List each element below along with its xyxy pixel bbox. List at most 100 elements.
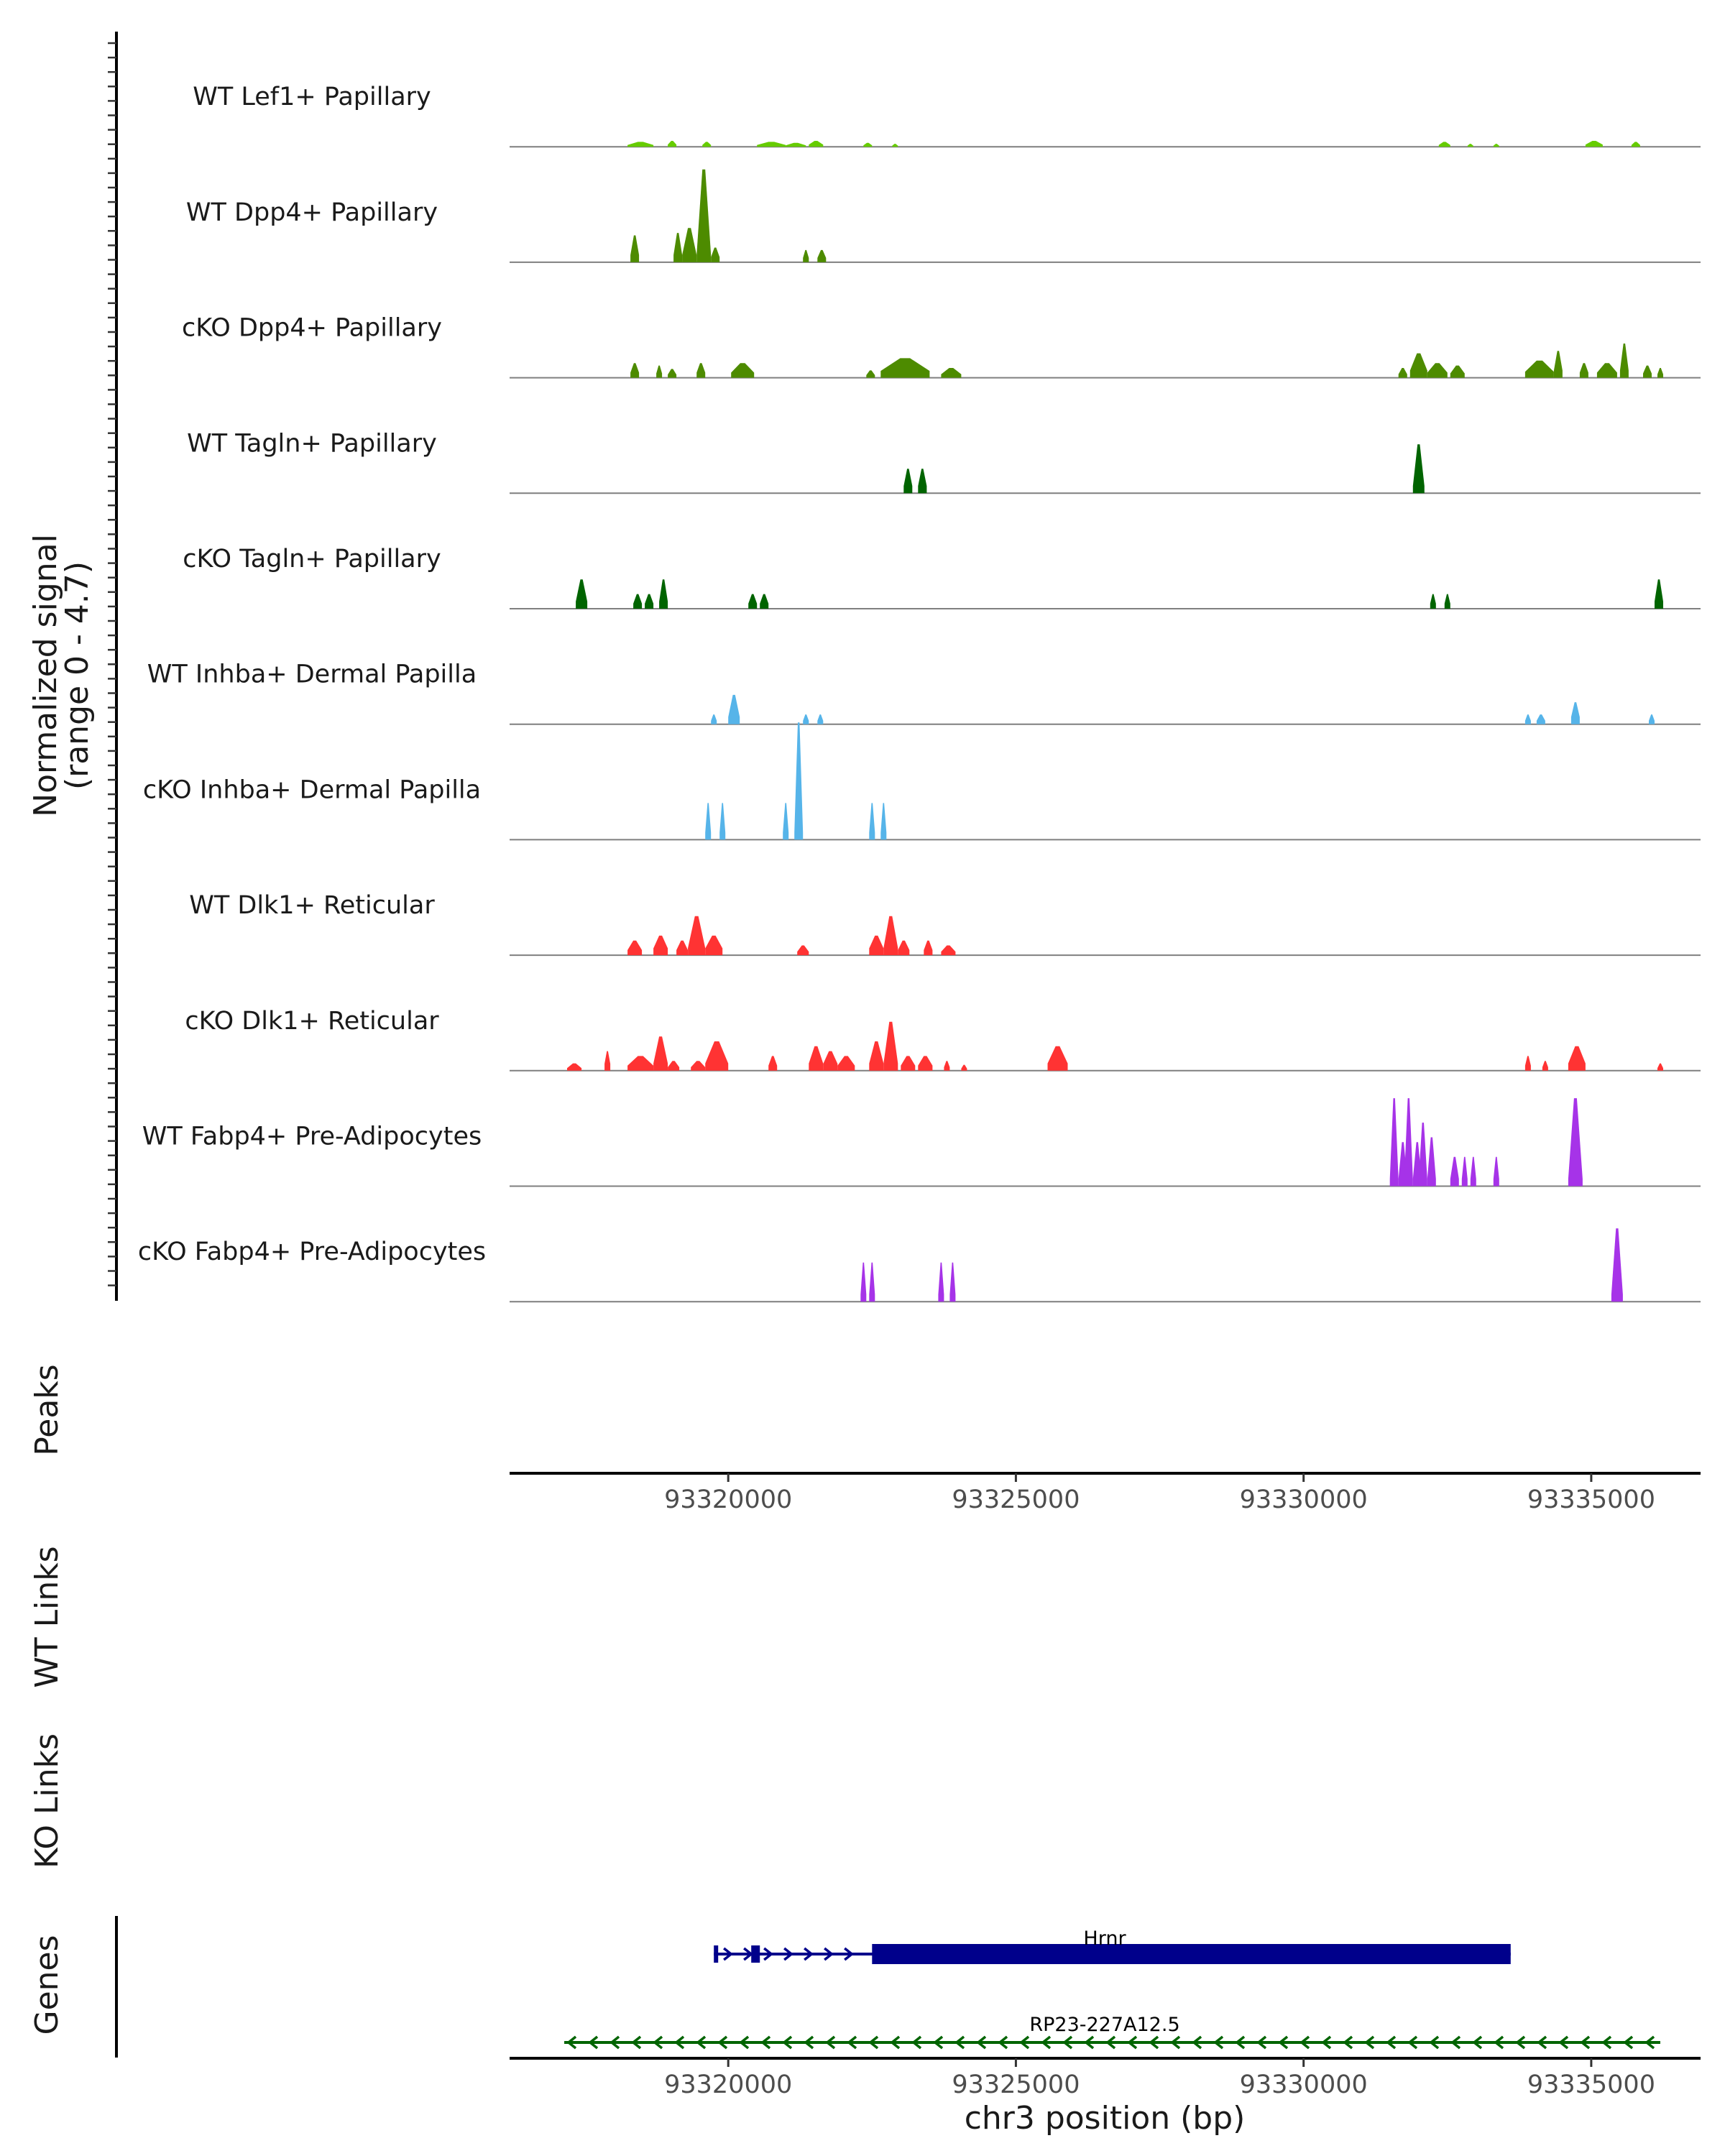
- coverage-track: cKO Dlk1+ Reticular: [185, 1007, 1701, 1072]
- strand-arrow: [696, 2035, 707, 2050]
- strand-arrow: [1041, 2035, 1052, 2050]
- signal-peak: [705, 1041, 729, 1071]
- strand-arrow: [1601, 2035, 1612, 2050]
- signal-peak: [645, 594, 654, 609]
- signal-peak: [728, 694, 740, 724]
- signal-peak: [688, 916, 706, 956]
- signal-peak: [903, 469, 913, 494]
- signal-peak: [837, 1056, 855, 1071]
- strand-arrow: [1558, 2035, 1569, 2050]
- signal-peak: [1467, 144, 1473, 147]
- strand-arrow: [1192, 2035, 1202, 2050]
- signal-peak: [869, 1262, 875, 1302]
- strand-arrow: [1300, 2035, 1310, 2050]
- signal-peak: [633, 594, 643, 609]
- strand-arrow: [1472, 2035, 1483, 2050]
- signal-peak: [1524, 714, 1531, 724]
- coverage-track: cKO Fabp4+ Pre-Adipocytes: [138, 1228, 1701, 1303]
- strand-arrow: [1364, 2035, 1375, 2050]
- signal-peak: [1398, 368, 1407, 378]
- strand-arrow: [1537, 2035, 1547, 2050]
- x-tick-label: 93330000: [1240, 2070, 1368, 2099]
- signal-peak: [944, 1061, 950, 1071]
- strand-arrow: [1019, 2035, 1030, 2050]
- signal-peak: [1450, 1156, 1459, 1187]
- strand-arrow: [1127, 2035, 1138, 2050]
- strand-arrow: [743, 1947, 753, 1961]
- signal-peak: [1461, 1156, 1468, 1187]
- signal-peak: [809, 141, 824, 147]
- signal-peak: [696, 169, 712, 262]
- signal-peak: [627, 1056, 654, 1071]
- signal-peak: [659, 579, 668, 609]
- signal-peak: [883, 916, 898, 956]
- signal-peak: [869, 1041, 884, 1071]
- strand-arrow: [674, 2035, 685, 2050]
- signal-peak: [1568, 1098, 1583, 1187]
- signal-peak: [705, 935, 723, 956]
- strand-arrow: [868, 2035, 879, 2050]
- strand-arrow: [1580, 2035, 1591, 2050]
- signal-peak: [1643, 365, 1652, 378]
- strand-arrow: [610, 2035, 620, 2050]
- strand-arrow: [1213, 2035, 1224, 2050]
- signal-peak: [731, 363, 755, 378]
- strand-arrow: [1235, 2035, 1246, 2050]
- strand-arrow: [804, 2035, 814, 2050]
- coverage-track: cKO Inhba+ Dermal Papilla: [143, 722, 1701, 841]
- signal-peak: [860, 1262, 867, 1302]
- signal-peak: [1657, 1063, 1663, 1071]
- signal-peak: [653, 935, 668, 956]
- signal-peak: [668, 141, 677, 147]
- signal-peak: [711, 247, 720, 262]
- track-label: WT Lef1+ Papillary: [193, 83, 431, 111]
- signal-peak: [892, 144, 898, 147]
- signal-peak: [711, 714, 717, 724]
- gene-models: Hrnr RP23-227A12.5: [564, 1927, 1660, 2050]
- strand-arrow: [1149, 2035, 1159, 2050]
- peaks-panel-label: Peaks: [29, 1364, 65, 1455]
- strand-arrow: [825, 2035, 836, 2050]
- signal-peak: [866, 370, 875, 378]
- signal-peak: [880, 803, 887, 840]
- x-tick-label: 93325000: [952, 2070, 1080, 2099]
- signal-peak: [809, 1046, 824, 1071]
- signal-peak: [1611, 1228, 1623, 1302]
- genes-x-axis: 93320000 93325000 93330000 93335000: [510, 2057, 1701, 2099]
- coverage-track: WT Tagln+ Papillary: [187, 429, 1701, 494]
- signal-peak: [1570, 702, 1580, 724]
- signal-peak: [941, 945, 956, 956]
- coverage-track: WT Lef1+ Papillary: [193, 83, 1701, 148]
- track-label: WT Inhba+ Dermal Papilla: [147, 660, 477, 689]
- track-label: cKO Tagln+ Papillary: [183, 545, 441, 573]
- signal-peak: [757, 142, 786, 147]
- signal-peak: [883, 1021, 898, 1071]
- signal-peak: [794, 722, 804, 840]
- strand-arrow: [804, 1947, 814, 1961]
- strand-arrow: [717, 2035, 728, 2050]
- signal-peak: [1409, 353, 1427, 378]
- strand-arrow: [1256, 2035, 1267, 2050]
- signal-peak: [961, 1064, 967, 1071]
- signal-peak: [1047, 1046, 1068, 1071]
- strand-arrow: [1407, 2035, 1418, 2050]
- coverage-track: WT Dlk1+ Reticular: [189, 891, 1701, 957]
- coverage-track: WT Inhba+ Dermal Papilla: [147, 660, 1701, 725]
- strand-arrow: [890, 2035, 901, 2050]
- signal-peak: [803, 249, 809, 262]
- strand-arrow: [1321, 2035, 1332, 2050]
- signal-peak: [567, 1063, 582, 1071]
- signal-peak: [880, 358, 930, 378]
- x-tick-label: 93320000: [664, 2070, 792, 2099]
- genes-panel-label: Genes: [29, 1935, 65, 2035]
- signal-peak: [869, 935, 884, 956]
- signal-peak: [786, 142, 806, 147]
- strand-arrow: [1429, 2035, 1440, 2050]
- strand-arrow: [1386, 2035, 1397, 2050]
- strand-arrow: [1623, 2035, 1634, 2050]
- signal-peak: [676, 940, 689, 956]
- signal-peak: [941, 368, 962, 378]
- signal-peak: [898, 940, 910, 956]
- signal-peak: [691, 1061, 706, 1071]
- signal-peak: [1412, 444, 1425, 494]
